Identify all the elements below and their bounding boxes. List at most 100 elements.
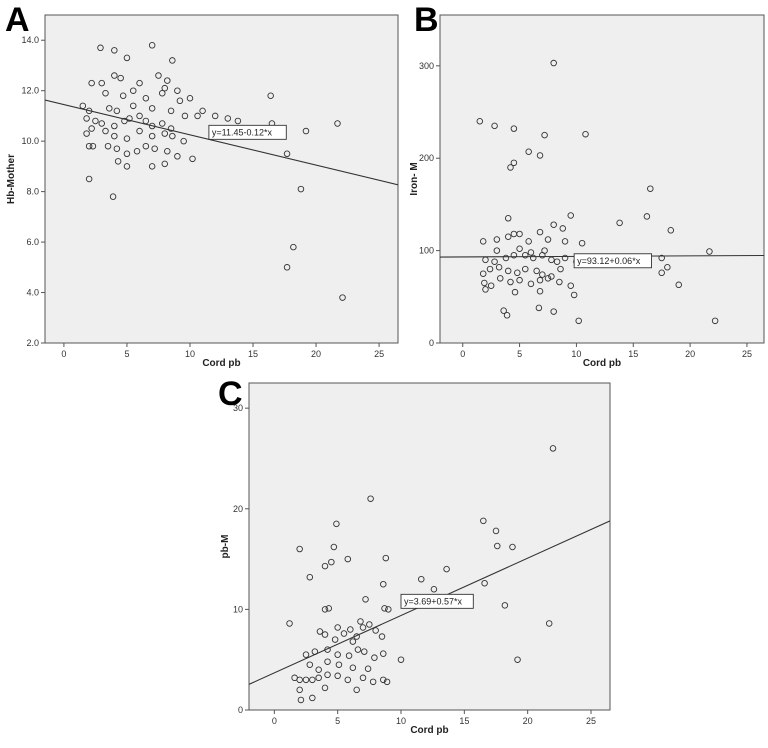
data-point [550,221,557,228]
data-point [371,654,378,661]
data-point [199,107,206,115]
data-point [333,520,340,528]
data-point [347,626,354,633]
data-point [369,678,377,686]
data-point [529,254,537,262]
x-tick-label: 20 [523,716,533,726]
x-axis-label: Cord pb [583,358,621,369]
x-tick-label: 25 [586,716,596,726]
data-point [556,278,563,286]
data-point [362,596,369,603]
data-point [550,308,557,315]
data-point [85,175,93,183]
data-point [344,555,352,563]
data-point [383,678,391,686]
data-point [510,230,518,238]
data-point [97,44,104,52]
data-point [366,621,373,628]
data-point [516,245,523,253]
data-point [325,605,333,612]
data-point [549,445,557,452]
data-point [500,307,507,314]
data-point [675,281,682,289]
y-tick-label: 8.0 [26,187,39,197]
data-point [361,648,368,655]
x-axis-label: Cord pb [202,358,240,369]
data-point [169,132,176,140]
data-point [123,135,131,142]
data-point [345,652,353,659]
data-point [142,95,150,102]
data-point [643,213,651,220]
data-point [136,79,143,87]
fit-equation-label: y=3.69+0.57*x [404,596,463,606]
data-point [567,212,574,219]
data-point [113,145,121,152]
data-point [493,236,501,243]
data-point [504,267,512,275]
y-tick-label: 6.0 [26,237,39,247]
data-point [381,605,388,612]
y-tick-label: 0 [429,338,434,348]
x-tick-label: 15 [628,349,638,359]
data-point [525,238,532,245]
fit-line [45,99,398,186]
data-point [616,219,623,227]
data-point [706,248,713,255]
data-point [561,238,569,245]
data-point [89,142,97,150]
data-point [83,130,90,137]
y-axis-label: Hb-Mother [6,154,17,204]
fit-equation-box [208,124,287,140]
data-point [514,656,521,663]
data-point [328,558,335,566]
x-tick-label: 10 [396,716,406,726]
data-point [129,102,137,110]
data-point [98,79,105,87]
data-point [481,279,488,287]
data-point [647,185,654,192]
data-point [158,120,166,127]
data-point [186,95,194,102]
data-point [380,580,387,588]
data-point [334,651,341,658]
data-point [504,215,512,222]
data-point [539,271,546,278]
data-point [297,696,305,704]
data-point [129,87,137,94]
plot-area [439,14,765,344]
data-point [321,631,329,638]
data-point [296,545,303,553]
data-point [510,159,518,167]
data-point [545,620,553,627]
data-point [309,676,316,684]
data-point [482,286,489,293]
data-point [85,107,93,115]
data-point [92,117,99,125]
data-point [349,638,357,645]
data-point [117,74,124,82]
data-point [511,288,519,296]
data-point [161,160,169,168]
data-point [486,265,494,273]
data-point [522,251,529,259]
data-point [321,562,329,570]
x-tick-label: 20 [685,349,695,359]
data-point [283,264,291,271]
data-point [509,543,516,551]
data-point [330,543,338,551]
y-axis-label: Iron- M [409,162,420,195]
data-point [136,112,143,120]
data-point [151,145,158,152]
data-point [339,294,346,301]
data-point [353,686,360,694]
data-point [334,120,341,127]
data-point [111,132,118,140]
data-point [234,117,242,125]
data-point [344,676,352,684]
data-point [541,247,548,254]
data-point [85,142,93,150]
data-point [535,304,543,312]
data-point [364,665,372,672]
x-tick-label: 10 [571,349,581,359]
